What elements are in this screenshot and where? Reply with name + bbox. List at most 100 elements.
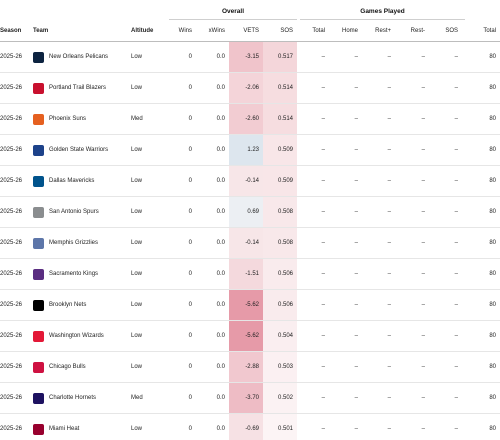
- cell-total: –: [297, 289, 329, 321]
- column-header-altitude[interactable]: Altitude: [131, 21, 169, 42]
- cell-total: –: [297, 320, 329, 352]
- column-header-rest-minus[interactable]: Rest-: [395, 21, 429, 42]
- table-row[interactable]: 2025-26 Miami Heat Low 0 0.0 -0.69 0.501– – – – –8…: [0, 413, 500, 440]
- cell-xwins: 0.0: [196, 413, 229, 440]
- cell-rest-plus: –: [362, 41, 395, 73]
- team-name: Portland Trail Blazers: [49, 85, 107, 91]
- cell-vets: -0.14: [229, 165, 263, 197]
- column-header-xwins[interactable]: xWins: [196, 21, 229, 42]
- cell-rest-minus: –: [395, 165, 429, 197]
- team-name: Memphis Grizzlies: [49, 240, 99, 246]
- table-row[interactable]: 2025-26 Phoenix Suns Med 0 0.0 -2.60 0.514– – – –…: [0, 103, 500, 135]
- column-header-team[interactable]: Team: [33, 21, 131, 42]
- cell-home: –: [329, 258, 362, 290]
- cell-home: –: [329, 134, 362, 166]
- column-header-home[interactable]: Home: [329, 21, 362, 42]
- cell-home: –: [329, 382, 362, 414]
- bulls-logo: [33, 361, 44, 373]
- cell-season: 2025-26: [0, 320, 33, 352]
- cell-vets: -3.15: [229, 41, 263, 73]
- cell-sos: 0.506: [263, 289, 297, 321]
- table-row[interactable]: 2025-26 Portland Trail Blazers Low 0 0.0 -2.0…: [0, 72, 500, 104]
- cell-team: Miami Heat: [33, 413, 131, 440]
- cell-rest-minus: –: [395, 289, 429, 321]
- team-name: New Orleans Pelicans: [49, 54, 109, 60]
- table-row[interactable]: 2025-26 Washington Wizards Low 0 0.0 -5.62 0.5…: [0, 320, 500, 352]
- cell-home: –: [329, 41, 362, 73]
- cell-season: 2025-26: [0, 227, 33, 259]
- cell-wins: 0: [169, 165, 196, 197]
- team-name: Chicago Bulls: [49, 364, 86, 370]
- cell-total-remaining: 80: [462, 289, 500, 321]
- cell-total-remaining: 80: [462, 41, 500, 73]
- cell-xwins: 0.0: [196, 351, 229, 383]
- table-row[interactable]: 2025-26 Dallas Mavericks Low 0 0.0 -0.14 0.509…: [0, 165, 500, 197]
- column-header-sos[interactable]: SOS: [263, 21, 297, 42]
- cell-vets: -0.69: [229, 413, 263, 440]
- table-row[interactable]: 2025-26 Brooklyn Nets Low 0 0.0 -5.62 0.506– – –…: [0, 289, 500, 321]
- warriors-logo: [33, 144, 44, 156]
- cell-sos-played: –: [429, 320, 462, 352]
- cell-vets: 0.69: [229, 196, 263, 228]
- column-header-total-remaining[interactable]: Total: [462, 21, 500, 42]
- column-header-sos-played[interactable]: SOS: [429, 21, 462, 42]
- cell-vets: -1.51: [229, 258, 263, 290]
- pelicans-logo: [33, 51, 44, 63]
- group-divider-games-played: [300, 19, 465, 20]
- cell-wins: 0: [169, 413, 196, 440]
- suns-logo: [33, 113, 44, 125]
- cell-rest-plus: –: [362, 413, 395, 440]
- column-header-rest-plus[interactable]: Rest+: [362, 21, 395, 42]
- cell-total: –: [297, 382, 329, 414]
- column-header-season[interactable]: Season: [0, 21, 33, 42]
- cell-xwins: 0.0: [196, 165, 229, 197]
- table-row[interactable]: 2025-26 Golden State Warriors Low 0 0.0 1.23 0…: [0, 134, 500, 166]
- cell-home: –: [329, 320, 362, 352]
- cell-rest-plus: –: [362, 72, 395, 104]
- cell-sos: 0.514: [263, 72, 297, 104]
- cell-xwins: 0.0: [196, 289, 229, 321]
- cell-altitude: Low: [131, 289, 169, 321]
- cell-sos-played: –: [429, 382, 462, 414]
- cell-total: –: [297, 258, 329, 290]
- cell-total: –: [297, 103, 329, 135]
- cell-team: San Antonio Spurs: [33, 196, 131, 228]
- cell-season: 2025-26: [0, 351, 33, 383]
- column-header-total[interactable]: Total: [297, 21, 329, 42]
- cell-sos-played: –: [429, 258, 462, 290]
- cell-sos-played: –: [429, 196, 462, 228]
- blazers-logo: [33, 82, 44, 94]
- cell-altitude: Low: [131, 320, 169, 352]
- cell-rest-plus: –: [362, 196, 395, 228]
- table-row[interactable]: 2025-26 Charlotte Hornets Med 0 0.0 -3.70 0.50…: [0, 382, 500, 414]
- table-row[interactable]: 2025-26 Chicago Bulls Low 0 0.0 -2.88 0.503– – –…: [0, 351, 500, 383]
- cell-rest-plus: –: [362, 320, 395, 352]
- group-header-games-played: Games Played: [360, 8, 405, 15]
- cell-season: 2025-26: [0, 413, 33, 440]
- cell-xwins: 0.0: [196, 196, 229, 228]
- cell-season: 2025-26: [0, 72, 33, 104]
- cell-season: 2025-26: [0, 258, 33, 290]
- cell-altitude: Low: [131, 351, 169, 383]
- table-row[interactable]: 2025-26 New Orleans Pelicans Low 0 0.0 -3.15 0…: [0, 41, 500, 73]
- cell-season: 2025-26: [0, 165, 33, 197]
- cell-team: Brooklyn Nets: [33, 289, 131, 321]
- cell-xwins: 0.0: [196, 134, 229, 166]
- team-name: Washington Wizards: [49, 333, 104, 339]
- table-row[interactable]: 2025-26 San Antonio Spurs Low 0 0.0 0.69 0.508…: [0, 196, 500, 228]
- cell-team: Dallas Mavericks: [33, 165, 131, 197]
- cell-vets: -3.70: [229, 382, 263, 414]
- cell-rest-minus: –: [395, 227, 429, 259]
- cell-total-remaining: 80: [462, 134, 500, 166]
- table-row[interactable]: 2025-26 Memphis Grizzlies Low 0 0.0 -0.14 0.50…: [0, 227, 500, 259]
- group-header-overall: Overall: [221, 8, 245, 15]
- column-header-wins[interactable]: Wins: [169, 21, 196, 42]
- cell-sos-played: –: [429, 413, 462, 440]
- cell-home: –: [329, 72, 362, 104]
- column-header-vets[interactable]: VETS: [229, 21, 263, 42]
- cell-home: –: [329, 289, 362, 321]
- cell-rest-minus: –: [395, 351, 429, 383]
- table-row[interactable]: 2025-26 Sacramento Kings Low 0 0.0 -1.51 0.506…: [0, 258, 500, 290]
- cell-total: –: [297, 351, 329, 383]
